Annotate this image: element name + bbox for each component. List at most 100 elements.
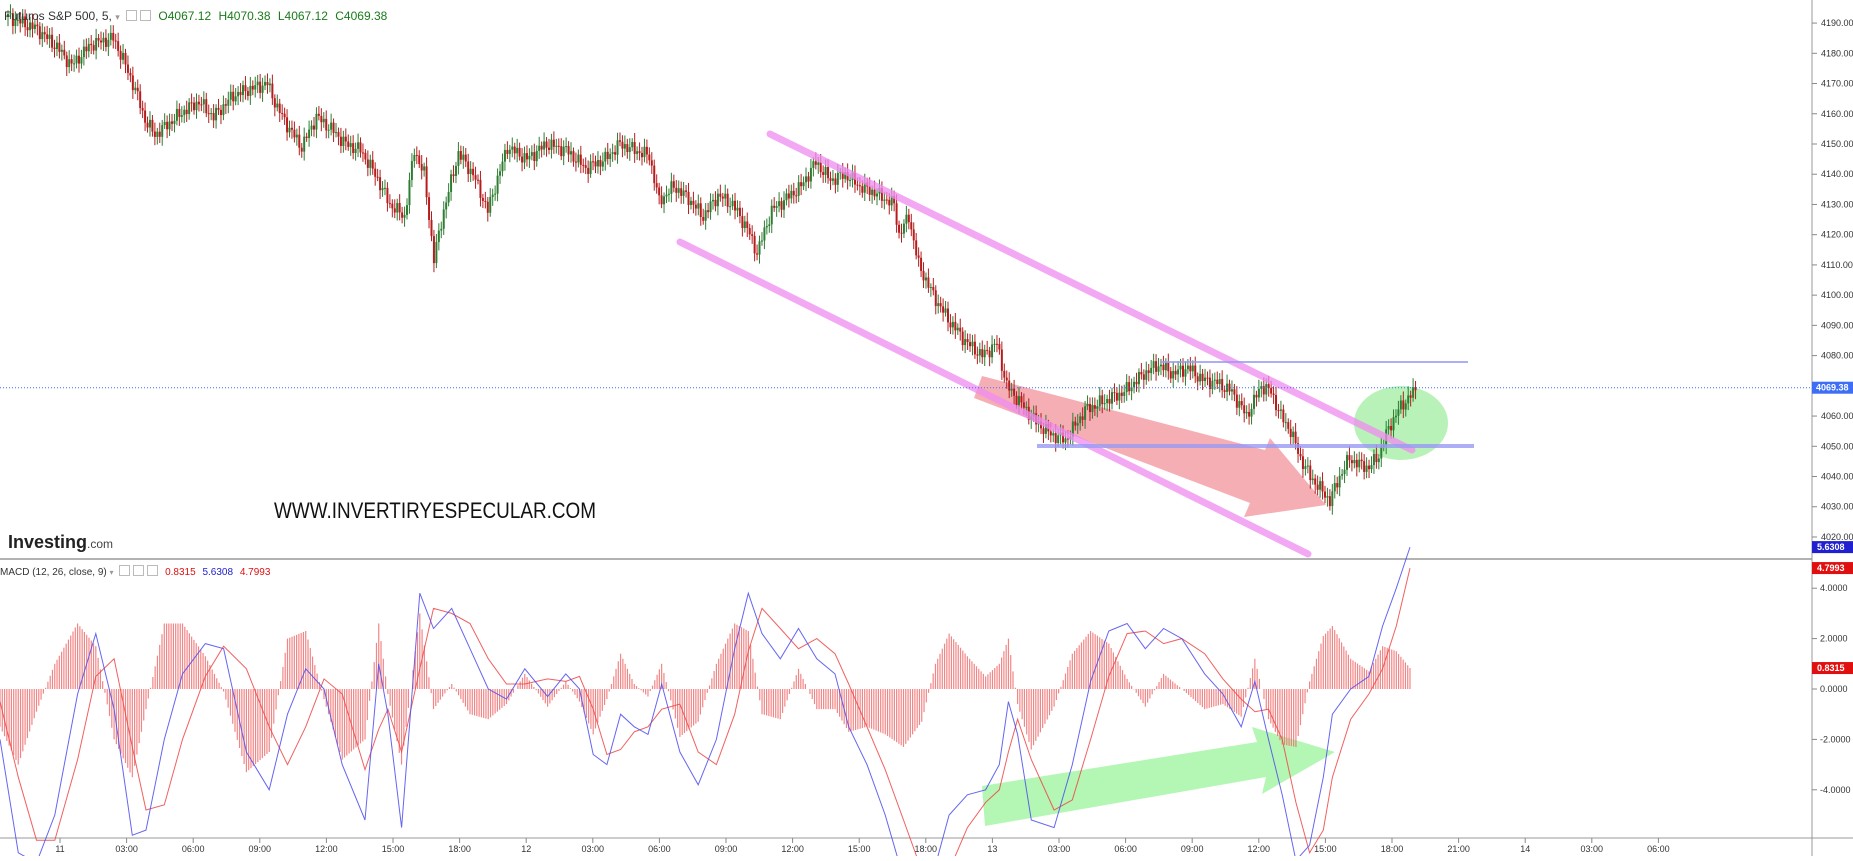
candle-body [305,136,308,139]
candle-body [202,99,205,105]
candle-body [547,147,550,150]
candle-body [1299,453,1302,457]
candle-body [1412,387,1415,398]
settings-icon[interactable] [119,565,131,576]
time-tick-label: 13 [987,844,997,854]
candle-body [1013,388,1016,396]
candle-body [543,141,546,150]
candle-body [976,354,979,356]
price-tick-label: 4130.00 [1821,199,1853,209]
candle-body [1404,403,1407,410]
candle-body [991,344,994,358]
candle-body [63,49,66,56]
candle-body [60,49,63,52]
time-tick-label: 15:00 [1314,844,1337,854]
candle-body [1194,365,1197,377]
candle-body [166,121,169,130]
candle-body [839,172,842,174]
close-icon[interactable] [140,10,152,21]
candle-body [998,343,1001,350]
candle-body [1206,377,1209,379]
time-tick-label: 15:00 [382,844,405,854]
candle-body [1167,362,1170,372]
close-icon[interactable] [147,565,159,576]
candle-body [1130,387,1133,392]
candle-body [31,22,34,29]
candle-body [658,187,661,196]
candle-body [73,63,76,65]
channel-upper-line [766,130,1416,454]
time-tick-label: 06:00 [1647,844,1670,854]
candle-body [124,52,127,65]
candle-body [1057,435,1060,443]
candle-body [971,341,974,347]
candle-body [538,145,541,151]
candle-body [171,121,174,124]
price-tick-label: 4040.00 [1821,472,1853,482]
candle-body [264,81,267,86]
candle-body [692,200,695,205]
candle-body [861,186,864,193]
candle-body [450,174,453,193]
candle-body [565,146,568,148]
candle-body [915,240,918,256]
price-tick-label: 4190.00 [1821,18,1853,28]
candle-body [386,187,389,204]
candle-body [190,102,193,104]
price-tick-label: 4030.00 [1821,502,1853,512]
candle-body [1257,388,1260,398]
candle-body [560,146,563,157]
visibility-icon[interactable] [133,565,145,576]
candle-body [413,155,416,162]
candle-body [841,172,844,179]
candle-body [562,146,565,157]
time-tick-label: 03:00 [115,844,138,854]
candle-body [1042,428,1045,434]
macd-label[interactable]: MACD (12, 26, close, 9) [0,567,107,578]
candle-body [432,236,435,264]
candle-body [707,210,710,213]
candle-body [51,34,54,48]
symbol-label[interactable]: Futuros S&P 500, 5, [4,9,112,23]
candle-body [719,193,722,197]
candle-body [286,117,289,133]
candle-body [11,13,14,27]
last-price-tag [1812,381,1853,394]
time-tick-label: 03:00 [1581,844,1604,854]
price-tick-label: 4080.00 [1821,351,1853,361]
candle-body [1304,466,1307,469]
chevron-down-icon[interactable]: ▾ [109,568,114,577]
candle-body [454,165,457,176]
candle-body [738,207,741,217]
candle-body [469,168,472,175]
candle-body [364,152,367,160]
candle-body [1066,438,1069,440]
chevron-down-icon[interactable]: ▾ [115,12,120,22]
candle-body [645,146,648,155]
candle-body [87,43,90,52]
candle-body [1159,364,1162,367]
candle-body [486,201,489,213]
candle-body [1387,426,1390,430]
candle-body [594,161,597,167]
settings-icon[interactable] [126,10,138,21]
candle-body [1216,379,1219,385]
candle-body [1311,478,1314,481]
price-tick-label: 4140.00 [1821,169,1853,179]
candle-body [379,177,382,191]
price-tick-label: 4180.00 [1821,48,1853,58]
candle-body [763,227,766,241]
candle-body [1275,394,1278,411]
candle-body [391,203,394,209]
candle-body [1341,474,1344,476]
candle-body [1321,481,1324,492]
candle-body [1270,387,1273,394]
candle-body [467,161,470,175]
candle-body [339,136,342,147]
candle-body [601,161,604,167]
candle-body [1208,377,1211,390]
candle-body [609,153,612,160]
